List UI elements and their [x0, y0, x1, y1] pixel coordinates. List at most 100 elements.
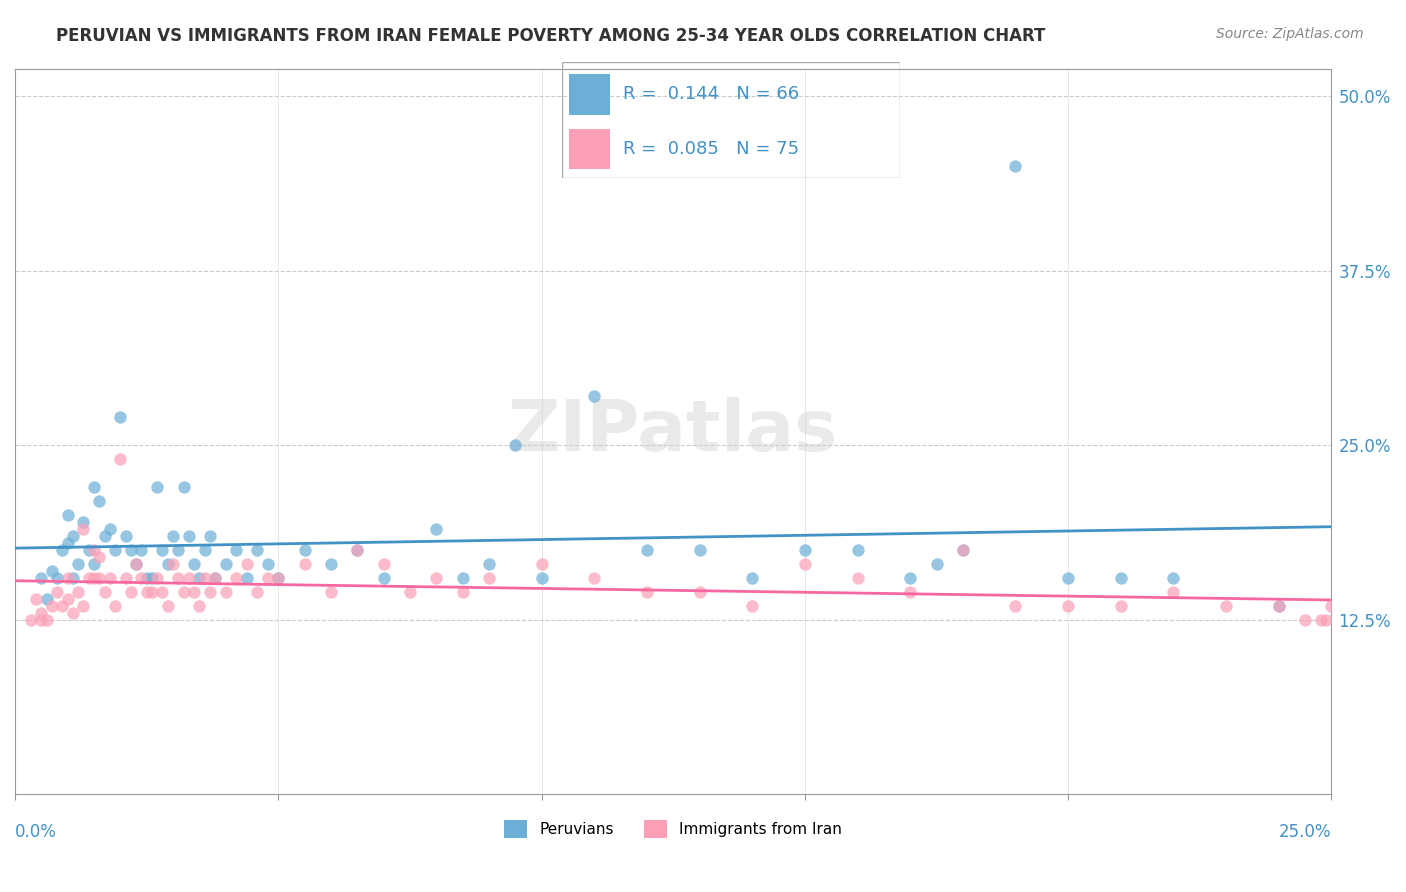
Point — [399, 584, 422, 599]
Point — [35, 613, 58, 627]
Point — [319, 584, 342, 599]
Point — [530, 557, 553, 571]
Point — [41, 564, 63, 578]
Point — [135, 571, 157, 585]
Point — [98, 522, 121, 536]
Point — [41, 599, 63, 613]
Point — [898, 584, 921, 599]
Point — [256, 571, 278, 585]
Point — [35, 591, 58, 606]
Point — [83, 571, 105, 585]
Point — [162, 529, 184, 543]
Text: 0.0%: 0.0% — [15, 823, 56, 841]
Legend: Peruvians, Immigrants from Iran: Peruvians, Immigrants from Iran — [498, 814, 848, 845]
Point — [25, 591, 48, 606]
Point — [120, 584, 142, 599]
Point — [167, 542, 190, 557]
Text: 25.0%: 25.0% — [1279, 823, 1331, 841]
Point — [30, 606, 52, 620]
Point — [793, 542, 815, 557]
Point — [72, 515, 94, 529]
Point — [198, 529, 221, 543]
Point — [198, 584, 221, 599]
Point — [83, 480, 105, 494]
Point — [1309, 613, 1331, 627]
Point — [373, 557, 395, 571]
FancyBboxPatch shape — [569, 128, 610, 169]
Point — [120, 542, 142, 557]
Point — [952, 542, 974, 557]
Point — [1109, 571, 1132, 585]
Point — [46, 584, 69, 599]
Point — [425, 571, 447, 585]
Point — [636, 542, 658, 557]
Point — [346, 542, 368, 557]
Point — [193, 571, 215, 585]
Point — [503, 438, 526, 452]
Point — [583, 571, 606, 585]
Point — [294, 557, 316, 571]
Point — [173, 480, 195, 494]
Point — [294, 542, 316, 557]
Point — [51, 542, 73, 557]
Point — [125, 557, 148, 571]
Point — [188, 571, 211, 585]
Point — [67, 584, 90, 599]
Point — [425, 522, 447, 536]
Point — [214, 584, 236, 599]
Point — [188, 599, 211, 613]
Point — [204, 571, 226, 585]
Point — [51, 599, 73, 613]
Point — [204, 571, 226, 585]
FancyBboxPatch shape — [569, 74, 610, 114]
Point — [177, 529, 200, 543]
Point — [104, 599, 127, 613]
Point — [131, 571, 153, 585]
Point — [167, 571, 190, 585]
Point — [89, 549, 111, 564]
Point — [93, 584, 115, 599]
Point — [72, 599, 94, 613]
Point — [741, 599, 763, 613]
Point — [373, 571, 395, 585]
Point — [83, 542, 105, 557]
Point — [62, 571, 84, 585]
Point — [20, 613, 42, 627]
Point — [346, 542, 368, 557]
Text: Source: ZipAtlas.com: Source: ZipAtlas.com — [1216, 27, 1364, 41]
Point — [793, 557, 815, 571]
Point — [56, 508, 79, 522]
Point — [183, 584, 205, 599]
Point — [451, 584, 474, 599]
Point — [77, 571, 100, 585]
Point — [110, 410, 132, 425]
Point — [89, 571, 111, 585]
Point — [173, 584, 195, 599]
Point — [636, 584, 658, 599]
Point — [689, 584, 711, 599]
Point — [530, 571, 553, 585]
Point — [451, 571, 474, 585]
Point — [56, 591, 79, 606]
Point — [1320, 599, 1343, 613]
Point — [30, 613, 52, 627]
Point — [146, 480, 169, 494]
Point — [225, 542, 247, 557]
Point — [267, 571, 290, 585]
Point — [62, 606, 84, 620]
Point — [1057, 599, 1080, 613]
Text: ZIPatlas: ZIPatlas — [508, 397, 838, 466]
Point — [146, 571, 169, 585]
Point — [214, 557, 236, 571]
Point — [125, 557, 148, 571]
Point — [104, 542, 127, 557]
Point — [1004, 159, 1026, 173]
Point — [925, 557, 948, 571]
Point — [1163, 571, 1185, 585]
Point — [225, 571, 247, 585]
Point — [898, 571, 921, 585]
Point — [478, 571, 501, 585]
Point — [193, 542, 215, 557]
Point — [131, 542, 153, 557]
Point — [1215, 599, 1237, 613]
